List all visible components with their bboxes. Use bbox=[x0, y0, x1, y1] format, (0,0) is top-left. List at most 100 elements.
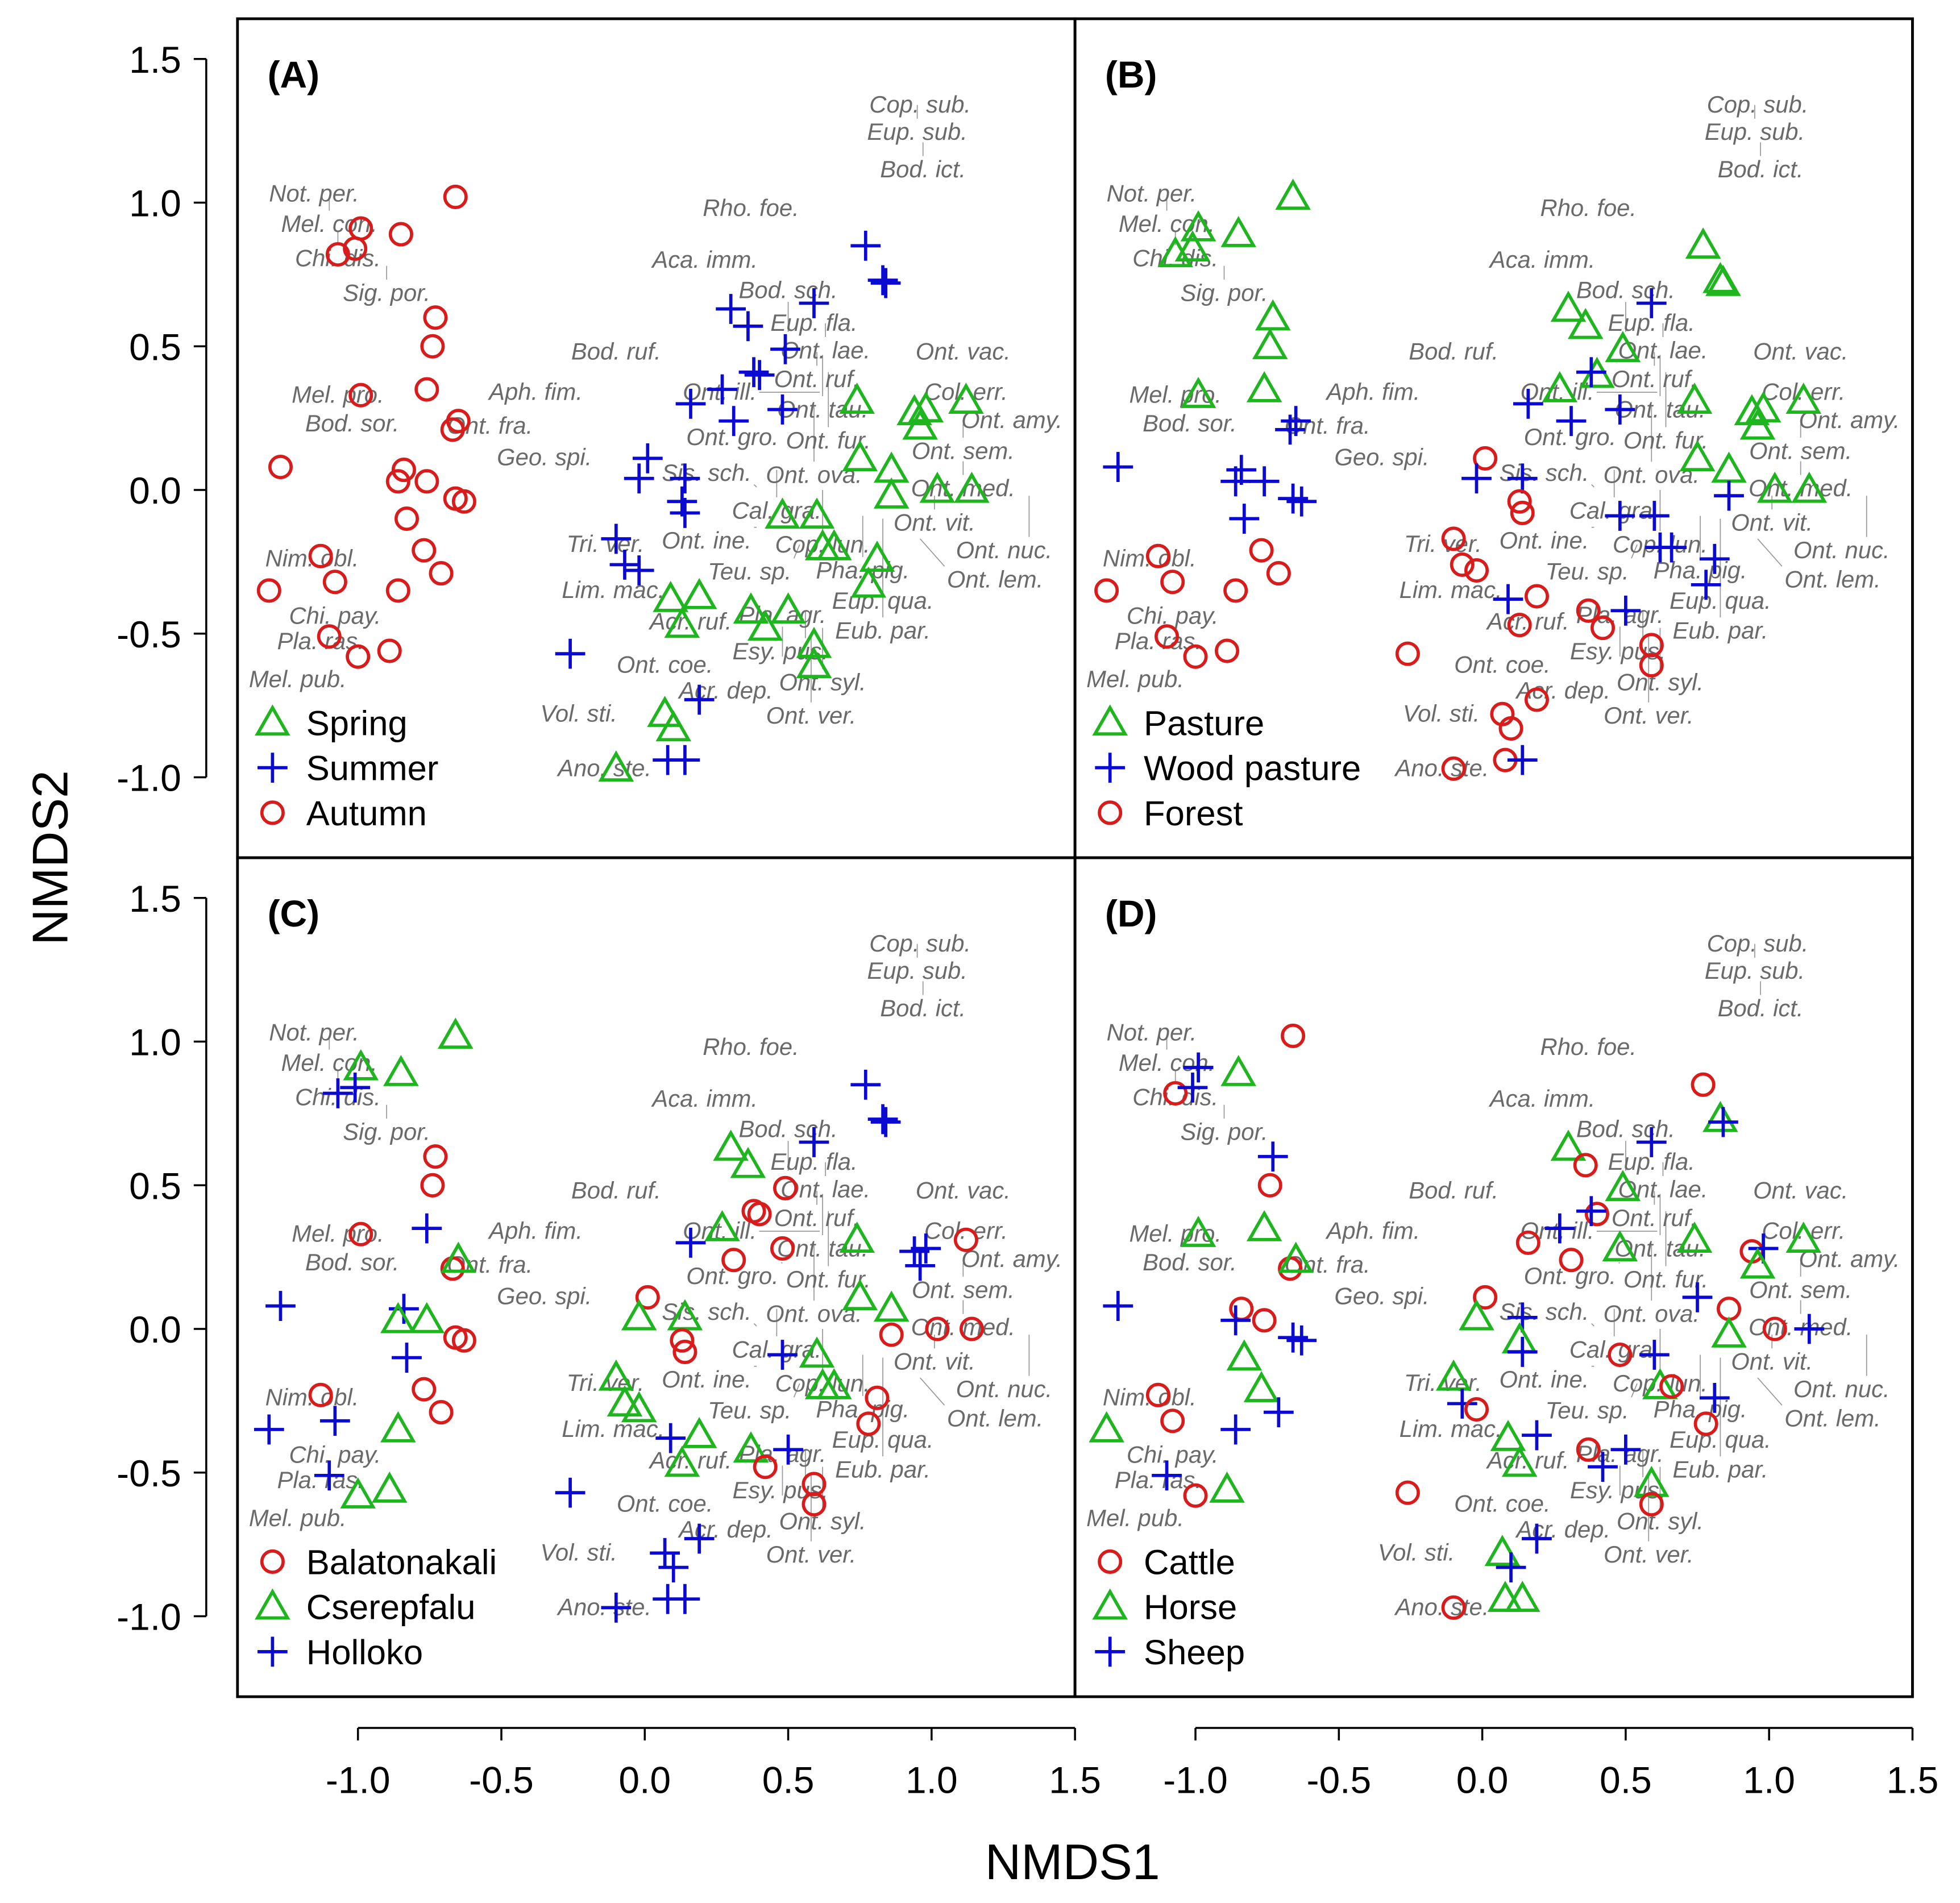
data-point-holloko bbox=[799, 1127, 829, 1157]
data-point-wood-pasture bbox=[1507, 745, 1538, 775]
data-point-pasture bbox=[1252, 328, 1288, 359]
species-label: Ont. lem. bbox=[1784, 1405, 1880, 1432]
species-label: Bod. sch. bbox=[1576, 277, 1675, 304]
data-point-pasture bbox=[1180, 210, 1216, 242]
data-point-forest bbox=[1094, 578, 1119, 603]
x-tick-label: 0.5 bbox=[1600, 1759, 1652, 1801]
data-point-sheep bbox=[1708, 1107, 1738, 1137]
species-label: Col. err. bbox=[924, 378, 1008, 405]
data-point-holloko bbox=[905, 1250, 936, 1281]
data-point-holloko bbox=[773, 1434, 803, 1465]
species-label: Ont. ruf. bbox=[1612, 1204, 1697, 1231]
species-label: Ont. ruf. bbox=[774, 365, 860, 392]
data-point-holloko bbox=[601, 1592, 632, 1623]
data-point-horse bbox=[1602, 1230, 1638, 1262]
x-tick-label: -0.5 bbox=[469, 1759, 534, 1801]
species-label: Ont. ver. bbox=[1604, 1541, 1694, 1568]
species-labels: Cop. sub.Eup. sub. Bod. ict. Not. per. Mel.… bbox=[1086, 91, 1900, 782]
data-point-autumn bbox=[414, 377, 439, 402]
species-label: Bod. ict. bbox=[880, 156, 966, 182]
data-point-pasture bbox=[1739, 408, 1776, 440]
data-point-holloko bbox=[389, 1294, 419, 1324]
species-leaders bbox=[329, 944, 1030, 1541]
species-label: Ont. nuc. bbox=[956, 537, 1052, 563]
data-point-spring bbox=[598, 750, 634, 782]
data-point-horse bbox=[1676, 1221, 1713, 1253]
data-point-pasture bbox=[1180, 377, 1216, 408]
data-point-holloko bbox=[675, 1227, 706, 1258]
data-point-wood-pasture bbox=[1281, 406, 1311, 437]
data-point-forest bbox=[1214, 638, 1240, 663]
legend-label: Cattle bbox=[1144, 1543, 1235, 1582]
data-point-wood-pasture bbox=[1636, 288, 1667, 318]
species-label: Not. per. bbox=[269, 180, 359, 207]
data-point-spring bbox=[799, 497, 835, 529]
data-point-spring bbox=[664, 606, 700, 638]
legend-symbol-triangle bbox=[255, 1588, 290, 1620]
species-label: Esy. pus. bbox=[1570, 638, 1666, 664]
data-point-horse bbox=[1550, 1129, 1587, 1161]
species-label: Bod. sor. bbox=[1143, 410, 1237, 437]
species-leader-line bbox=[920, 1377, 945, 1406]
data-point-sheep bbox=[1220, 1305, 1251, 1336]
species-label: Ont. coe. bbox=[617, 1490, 713, 1517]
species-label: Ont. sem. bbox=[912, 1276, 1015, 1303]
data-point-cattle bbox=[1691, 1072, 1716, 1097]
data-point-cserepfalu bbox=[441, 1241, 476, 1273]
data-point-forest bbox=[1639, 653, 1664, 678]
data-point-forest bbox=[1249, 538, 1274, 563]
data-point-horse bbox=[1490, 1419, 1526, 1451]
x-tick-label: 0.0 bbox=[1456, 1759, 1509, 1801]
species-label: Cop. sub. bbox=[869, 91, 971, 118]
species-label: Vol. sti. bbox=[1403, 700, 1480, 726]
data-point-cattle bbox=[1576, 1437, 1601, 1462]
data-point-summer bbox=[555, 638, 585, 669]
data-point-sheep bbox=[1496, 1552, 1526, 1582]
data-point-cserepfalu bbox=[621, 1299, 657, 1331]
data-point-holloko bbox=[555, 1477, 585, 1508]
species-label: Ont. syl. bbox=[779, 669, 866, 696]
data-point-spring bbox=[733, 592, 769, 624]
data-point-pasture bbox=[1550, 290, 1587, 322]
species-label: Vol. sti. bbox=[1378, 1539, 1455, 1565]
species-label: Eub. par. bbox=[1672, 617, 1768, 644]
data-point-pasture bbox=[1220, 215, 1257, 247]
data-point-cserepfalu bbox=[607, 1385, 643, 1417]
data-point-forest bbox=[1441, 526, 1466, 551]
data-point-cattle bbox=[1441, 1595, 1466, 1620]
y-tick-label: 0.5 bbox=[129, 1165, 181, 1207]
species-label: Geo. spi. bbox=[1334, 1283, 1429, 1310]
species-label: Aca. imm. bbox=[650, 1085, 758, 1112]
data-point-sheep bbox=[1699, 1382, 1730, 1413]
y-tick-label: 0.0 bbox=[129, 469, 181, 512]
data-point-cserepfalu bbox=[380, 1411, 416, 1443]
data-point-autumn bbox=[256, 578, 281, 603]
data-point-holloko bbox=[323, 1078, 353, 1108]
species-label: Ont. vit. bbox=[894, 509, 975, 536]
species-labels: Cop. sub.Eup. sub. Bod. ict. Not. per. Mel.… bbox=[249, 930, 1062, 1621]
data-point-horse bbox=[1435, 1359, 1472, 1391]
data-point-sheep bbox=[1636, 1127, 1667, 1157]
species-label: Cal. gra. bbox=[732, 1336, 821, 1362]
species-label: Ont. vit. bbox=[1731, 509, 1813, 536]
data-point-holloko bbox=[684, 1523, 715, 1554]
species-label: Chi. pay. bbox=[1127, 1441, 1219, 1468]
data-point-spring bbox=[770, 592, 806, 624]
data-point-pasture bbox=[1676, 383, 1713, 414]
species-label: Ont. ine. bbox=[662, 527, 751, 554]
species-leader-line bbox=[753, 484, 757, 488]
data-point-cserepfalu bbox=[598, 1359, 634, 1391]
species-label: Ont. ruf. bbox=[1612, 365, 1697, 392]
species-label: Ont. sem. bbox=[912, 437, 1015, 464]
data-point-summer bbox=[770, 334, 800, 364]
legend: Cattle Horse Sheep bbox=[1092, 1543, 1245, 1672]
data-point-forest bbox=[1510, 500, 1535, 525]
data-point-balatonakali bbox=[412, 1377, 437, 1402]
data-point-balatonakali bbox=[959, 1316, 985, 1341]
data-point-forest bbox=[1464, 558, 1489, 583]
data-point-sheep bbox=[1177, 1073, 1208, 1103]
species-label: Lim. mac. bbox=[1400, 576, 1502, 603]
y-tick-label: 0.0 bbox=[129, 1308, 181, 1351]
data-point-summer bbox=[850, 230, 881, 261]
data-point-cserepfalu bbox=[437, 1017, 474, 1049]
